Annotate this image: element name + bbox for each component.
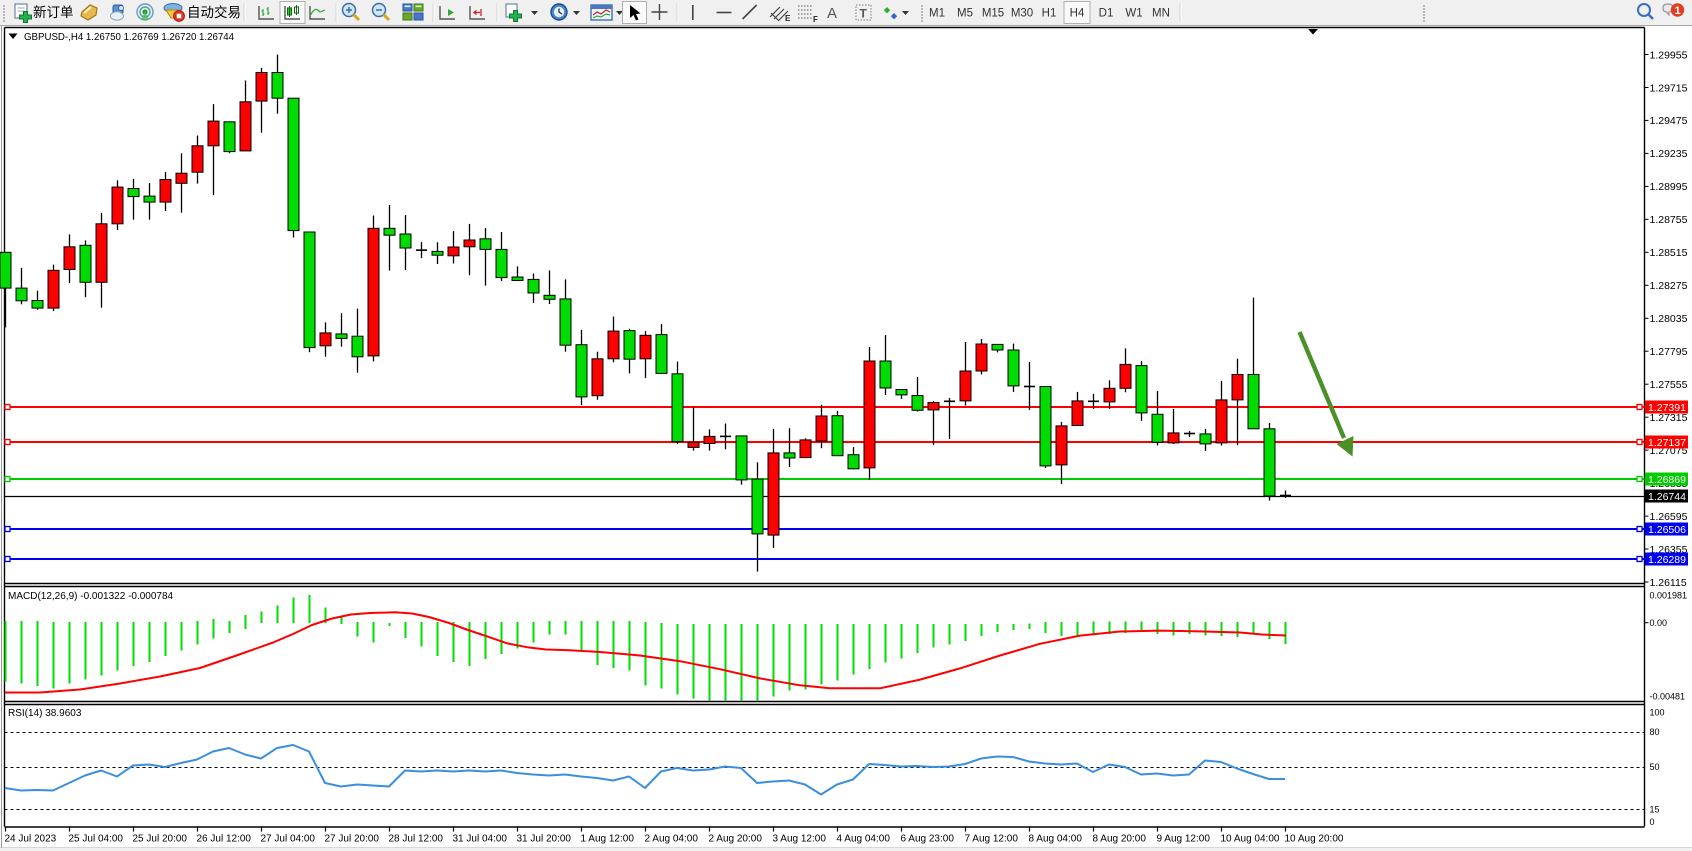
svg-text:1.28995: 1.28995 <box>1650 181 1688 193</box>
svg-text:H4: H4 <box>1070 8 1085 20</box>
svg-text:F: F <box>813 15 818 24</box>
svg-text:6 Aug 23:00: 6 Aug 23:00 <box>901 833 955 844</box>
svg-text:80: 80 <box>1650 727 1660 737</box>
svg-text:4 Aug 04:00: 4 Aug 04:00 <box>837 833 891 844</box>
svg-text:0: 0 <box>1650 817 1655 827</box>
svg-text:1.29475: 1.29475 <box>1650 115 1688 127</box>
svg-text:1.28515: 1.28515 <box>1650 247 1688 259</box>
svg-text:31 Jul 04:00: 31 Jul 04:00 <box>453 833 508 844</box>
svg-text:1.27315: 1.27315 <box>1650 412 1688 424</box>
svg-text:1.26289: 1.26289 <box>1648 554 1686 566</box>
svg-text:1.28275: 1.28275 <box>1650 280 1688 292</box>
svg-text:50: 50 <box>1650 762 1660 772</box>
svg-text:H1: H1 <box>1042 8 1057 20</box>
svg-text:25 Jul 20:00: 25 Jul 20:00 <box>133 833 188 844</box>
svg-text:新订单: 新订单 <box>33 5 74 20</box>
svg-text:1: 1 <box>1674 5 1680 17</box>
svg-text:1.28035: 1.28035 <box>1650 313 1688 325</box>
svg-text:E: E <box>785 14 791 23</box>
svg-text:28 Jul 12:00: 28 Jul 12:00 <box>389 833 444 844</box>
svg-text:自动交易: 自动交易 <box>187 4 241 20</box>
svg-text:W1: W1 <box>1125 8 1142 20</box>
svg-text:D1: D1 <box>1099 8 1114 20</box>
svg-text:25 Jul 04:00: 25 Jul 04:00 <box>69 833 124 844</box>
svg-text:8 Aug 04:00: 8 Aug 04:00 <box>1029 833 1083 844</box>
svg-text:1.29235: 1.29235 <box>1650 148 1688 160</box>
svg-text:0.00: 0.00 <box>1650 618 1668 628</box>
svg-text:-0.00481: -0.00481 <box>1650 691 1686 701</box>
svg-text:26 Jul 12:00: 26 Jul 12:00 <box>197 833 252 844</box>
svg-text:1.26744: 1.26744 <box>1648 491 1686 503</box>
svg-text:A: A <box>827 5 837 22</box>
svg-text:1.27391: 1.27391 <box>1648 402 1686 414</box>
svg-text:8 Aug 20:00: 8 Aug 20:00 <box>1093 833 1147 844</box>
svg-text:1.27555: 1.27555 <box>1650 379 1688 391</box>
svg-text:M30: M30 <box>1011 8 1033 20</box>
svg-text:3 Aug 12:00: 3 Aug 12:00 <box>773 833 827 844</box>
svg-text:MN: MN <box>1152 8 1170 20</box>
svg-text:100: 100 <box>1650 708 1665 718</box>
svg-text:GBPUSD-,H4 1.26750 1.26769 1.: GBPUSD-,H4 1.26750 1.26769 1.26720 1.267… <box>24 32 235 43</box>
svg-text:10 Aug 04:00: 10 Aug 04:00 <box>1221 833 1280 844</box>
svg-text:15: 15 <box>1650 805 1660 815</box>
svg-text:1 Aug 12:00: 1 Aug 12:00 <box>581 833 635 844</box>
svg-text:24 Jul 2023: 24 Jul 2023 <box>5 833 57 844</box>
svg-text:1.29955: 1.29955 <box>1650 49 1688 61</box>
svg-text:1.28755: 1.28755 <box>1650 214 1688 226</box>
svg-text:1.26506: 1.26506 <box>1648 524 1686 536</box>
svg-text:1.27795: 1.27795 <box>1650 346 1688 358</box>
svg-text:M1: M1 <box>929 8 945 20</box>
svg-text:1.26115: 1.26115 <box>1650 577 1687 589</box>
svg-text:M15: M15 <box>982 8 1004 20</box>
svg-text:MACD(12,26,9) -0.001322 -0.000: MACD(12,26,9) -0.001322 -0.000784 <box>8 591 174 602</box>
svg-text:RSI(14) 38.9603: RSI(14) 38.9603 <box>8 708 82 719</box>
svg-text:M5: M5 <box>957 8 973 20</box>
svg-text:2 Aug 20:00: 2 Aug 20:00 <box>709 833 763 844</box>
svg-text:10 Aug 20:00: 10 Aug 20:00 <box>1285 833 1344 844</box>
svg-text:0.001981: 0.001981 <box>1650 591 1688 601</box>
svg-text:7 Aug 12:00: 7 Aug 12:00 <box>965 833 1019 844</box>
svg-text:2 Aug 04:00: 2 Aug 04:00 <box>645 833 699 844</box>
svg-text:1.27137: 1.27137 <box>1648 437 1686 449</box>
svg-text:T: T <box>860 7 868 21</box>
svg-text:1.26869: 1.26869 <box>1648 474 1686 486</box>
svg-text:27 Jul 20:00: 27 Jul 20:00 <box>325 833 380 844</box>
svg-text:1.26595: 1.26595 <box>1650 511 1688 523</box>
svg-text:1.29715: 1.29715 <box>1650 82 1688 94</box>
svg-text:27 Jul 04:00: 27 Jul 04:00 <box>261 833 316 844</box>
svg-text:31 Jul 20:00: 31 Jul 20:00 <box>517 833 572 844</box>
svg-text:9 Aug 12:00: 9 Aug 12:00 <box>1157 833 1211 844</box>
